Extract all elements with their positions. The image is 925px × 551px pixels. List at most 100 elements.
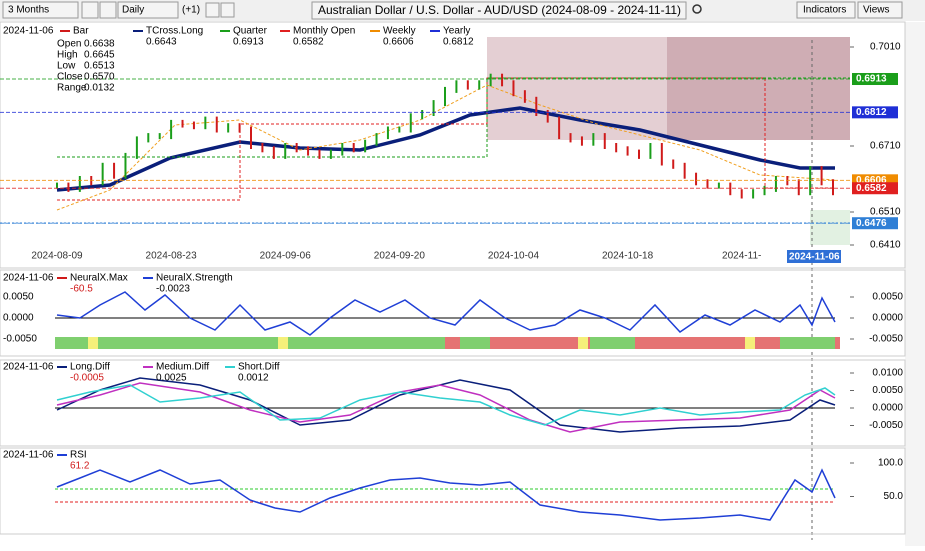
views-btn[interactable] [857, 1, 903, 19]
interval-select[interactable] [117, 1, 179, 19]
ohlc-name: Open [57, 39, 81, 50]
candle [740, 189, 743, 199]
y-tick-label-left: 0.0050 [3, 292, 34, 303]
level-label: 0.6812 [856, 107, 887, 118]
ohlc-value: 0.0132 [84, 83, 115, 94]
candle [318, 149, 321, 159]
candle [672, 159, 675, 169]
x-tick-label: 2024-09-20 [374, 251, 426, 262]
legend-name: Quarter [233, 26, 268, 37]
legend-value: 0.0025 [156, 373, 187, 384]
candle [181, 119, 184, 128]
legend-name: Yearly [443, 26, 470, 37]
candle [489, 73, 492, 87]
quarter-line [57, 77, 850, 158]
panel-date: 2024-11-06 [3, 26, 54, 37]
indicators-btn[interactable] [796, 1, 856, 19]
candle [455, 80, 458, 93]
candle [752, 189, 755, 199]
y-tick-label: 0.7010 [870, 42, 901, 53]
level-tag [852, 106, 898, 119]
candle [717, 182, 720, 189]
candle [512, 80, 515, 97]
minus[interactable] [99, 1, 117, 19]
candle [192, 121, 195, 130]
candle [535, 96, 538, 116]
candle [101, 162, 104, 186]
offset: (+1) [182, 5, 200, 16]
y-tick-label-left: 0.0000 [3, 313, 34, 324]
ohlc-value: 0.6570 [84, 72, 115, 83]
x-tick-label: 2024-09-06 [260, 251, 312, 262]
level-tag [852, 182, 898, 195]
y-tick-label: 0.0050 [872, 292, 903, 303]
tcross-line [56, 106, 835, 192]
candle [523, 90, 526, 103]
ohlc-value: 0.6638 [84, 39, 115, 50]
candle [683, 162, 686, 179]
candle [638, 149, 640, 159]
candle [386, 126, 389, 140]
candle [295, 143, 298, 153]
panel-date: 2024-11-06 [3, 273, 54, 284]
legend-name: Bar [73, 26, 89, 37]
date-tag [787, 250, 841, 263]
candle [797, 179, 800, 196]
symbol-box[interactable] [311, 1, 687, 20]
legend-name: Medium.Diff [156, 362, 209, 373]
ohlc-name: Range [57, 83, 87, 94]
range-select[interactable] [2, 1, 79, 19]
rsi-panel [0, 447, 906, 535]
plus[interactable] [81, 1, 99, 19]
ohlc-value: 0.6513 [84, 61, 115, 72]
search[interactable] [692, 4, 702, 14]
candle [158, 133, 161, 140]
zone [487, 37, 850, 140]
candle [170, 119, 173, 140]
neural-bar [578, 337, 588, 349]
ohlc-value: 0.6645 [84, 50, 115, 61]
legend-value: 0.0012 [238, 373, 269, 384]
candle [546, 110, 549, 123]
diff-panel [0, 359, 906, 447]
x-tick-label: 2024-08-23 [146, 251, 198, 262]
legend-name: Weekly [383, 26, 416, 37]
level-label: 0.6582 [856, 183, 887, 194]
candle [307, 146, 310, 156]
candle [227, 123, 230, 133]
add[interactable] [205, 2, 220, 18]
zone [810, 210, 850, 245]
legend-value: 0.6913 [233, 37, 264, 48]
y-tick-label: 0.0000 [872, 313, 903, 324]
legend-name: Monthly Open [293, 26, 355, 37]
ohlc-name: Close [57, 72, 83, 83]
y-tick-label: 100.0 [878, 458, 903, 469]
legend-value: 0.6582 [293, 37, 324, 48]
legend-value: 61.2 [70, 461, 90, 472]
ohlc-name: High [57, 50, 78, 61]
candle [215, 116, 218, 133]
remove[interactable] [220, 2, 235, 18]
candle [729, 182, 732, 196]
candle [261, 143, 264, 153]
monthly-open-line [57, 77, 835, 201]
candle [147, 133, 150, 143]
y-tick-label-left: -0.0050 [3, 334, 37, 345]
neural-bar [745, 337, 755, 349]
legend-value: 0.6643 [146, 37, 177, 48]
panel-date: 2024-11-06 [3, 362, 54, 373]
candle [444, 86, 446, 107]
date-highlight: 2024-11-06 [789, 252, 840, 263]
candle [204, 116, 207, 130]
candle [67, 182, 70, 192]
x-tick-label: 2024-10-04 [488, 251, 540, 262]
candle [78, 176, 81, 192]
candle [364, 139, 367, 153]
candle [820, 166, 823, 186]
candle [124, 152, 127, 179]
indicators: Indicators [803, 5, 846, 16]
candle [341, 143, 344, 156]
neural-bar [590, 337, 635, 349]
y-tick-label: 0.6710 [870, 141, 901, 152]
candle [649, 143, 652, 159]
